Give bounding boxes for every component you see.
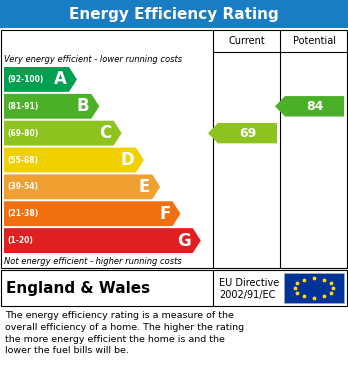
- Text: EU Directive: EU Directive: [219, 278, 279, 288]
- Text: 84: 84: [306, 100, 323, 113]
- Text: (55-68): (55-68): [7, 156, 38, 165]
- Text: (81-91): (81-91): [7, 102, 38, 111]
- Text: D: D: [120, 151, 134, 169]
- Bar: [0, 0, 348, 28]
- Bar: [1, 30, 347, 268]
- Text: (69-80): (69-80): [7, 129, 38, 138]
- Text: Not energy efficient - higher running costs: Not energy efficient - higher running co…: [4, 256, 182, 265]
- Polygon shape: [275, 96, 344, 117]
- Polygon shape: [4, 174, 160, 199]
- Bar: [1, 270, 347, 306]
- Text: 2002/91/EC: 2002/91/EC: [219, 290, 275, 300]
- Text: (39-54): (39-54): [7, 182, 38, 191]
- Text: England & Wales: England & Wales: [6, 280, 150, 296]
- Text: F: F: [159, 205, 171, 223]
- Polygon shape: [4, 94, 99, 119]
- Bar: [284, 273, 344, 303]
- Text: (92-100): (92-100): [7, 75, 44, 84]
- Polygon shape: [208, 123, 277, 143]
- Text: Potential: Potential: [293, 36, 335, 46]
- Text: (1-20): (1-20): [7, 236, 33, 245]
- Polygon shape: [4, 121, 121, 145]
- Text: Current: Current: [228, 36, 265, 46]
- Text: G: G: [177, 231, 191, 249]
- Text: 69: 69: [239, 127, 256, 140]
- Polygon shape: [4, 67, 77, 92]
- Text: A: A: [54, 70, 67, 88]
- Polygon shape: [4, 228, 201, 253]
- Text: B: B: [77, 97, 89, 115]
- Polygon shape: [4, 147, 144, 172]
- Text: Energy Efficiency Rating: Energy Efficiency Rating: [69, 7, 279, 22]
- Text: Very energy efficient - lower running costs: Very energy efficient - lower running co…: [4, 54, 182, 63]
- Text: C: C: [100, 124, 112, 142]
- Text: E: E: [139, 178, 150, 196]
- Polygon shape: [4, 201, 181, 226]
- Text: (21-38): (21-38): [7, 209, 38, 218]
- Text: The energy efficiency rating is a measure of the
overall efficiency of a home. T: The energy efficiency rating is a measur…: [5, 311, 244, 355]
